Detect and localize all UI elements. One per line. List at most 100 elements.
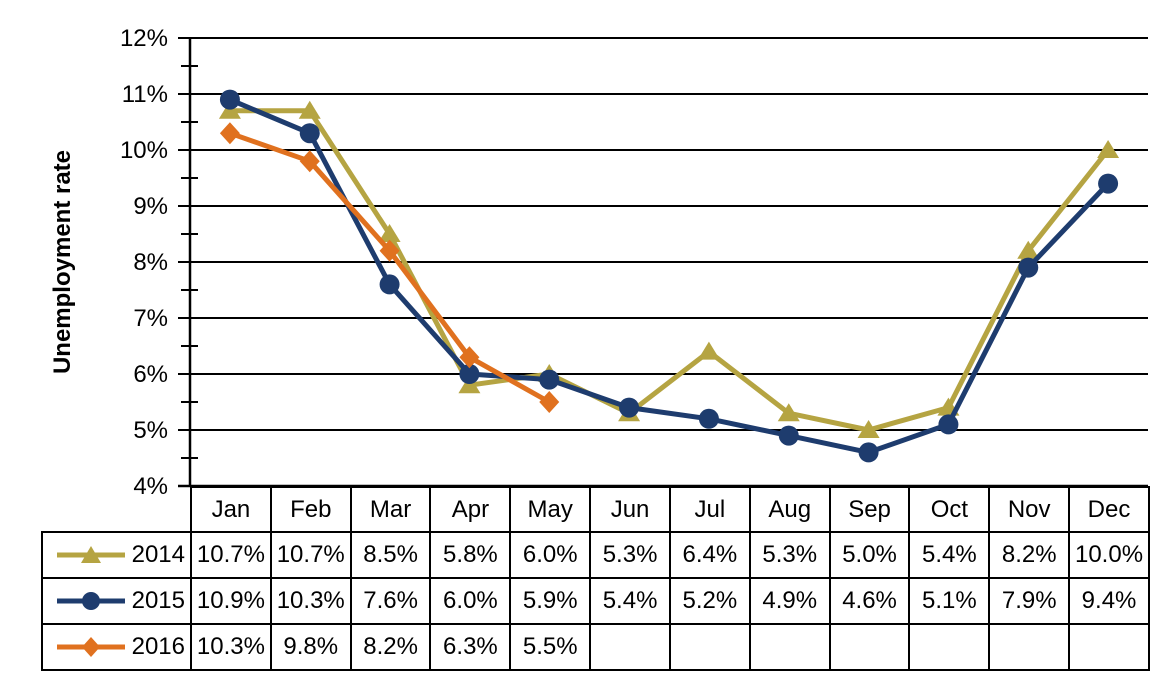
month-header-sep: Sep [828, 486, 911, 533]
month-header-may: May [509, 486, 592, 533]
value-cell-2016-sep [828, 623, 911, 671]
value-cell-2015-jul: 5.2% [668, 577, 751, 625]
y-axis-title: Unemployment rate [49, 149, 76, 375]
table-row-2015: 2015 10.9% 10.3% 7.6% 6.0% 5.9% 5.4% 5.2% 4.9% 4.… [41, 577, 1150, 625]
month-header-jul: Jul [668, 486, 751, 533]
point-2015-aug [778, 425, 799, 446]
series-year-label: 2014 [131, 541, 185, 568]
value-cell-2014-apr: 5.8% [429, 531, 512, 579]
y-tick-label: 12% [120, 25, 168, 52]
value-cell-2016-dec [1068, 623, 1150, 671]
series-line-2014 [227, 108, 1111, 433]
point-2015-mar [379, 274, 400, 295]
point-2015-sep [858, 442, 879, 463]
point-2016-feb [299, 150, 320, 173]
point-2015-jun [619, 397, 640, 418]
point-2015-dec [1098, 173, 1119, 194]
value-cell-2016-jun [589, 623, 671, 671]
value-cell-2014-mar: 8.5% [349, 531, 432, 579]
point-2015-may [539, 369, 560, 390]
legend-marker-2016-diamond-icon [81, 637, 100, 657]
value-cell-2014-oct: 5.4% [908, 531, 991, 579]
month-header-feb: Feb [269, 486, 352, 533]
value-cell-2014-aug: 5.3% [748, 531, 831, 579]
point-2014-apr [458, 375, 481, 394]
value-cell-2015-jun: 5.4% [589, 577, 671, 625]
point-2014-nov [1017, 240, 1040, 259]
value-cell-2016-jan: 10.3% [190, 623, 272, 671]
value-cell-2015-dec: 9.4% [1068, 577, 1150, 625]
series-year-label: 2016 [131, 633, 185, 660]
point-2015-feb [299, 123, 320, 144]
value-cell-2014-jul: 6.4% [668, 531, 751, 579]
point-2015-apr [459, 364, 480, 384]
value-cell-2016-may: 5.5% [509, 623, 592, 671]
y-tick-label: 5% [133, 417, 168, 444]
legend-key-2014 [56, 546, 125, 563]
month-header-nov: Nov [988, 486, 1071, 533]
value-cell-2015-oct: 5.1% [908, 577, 991, 625]
y-tick-label: 10% [120, 137, 168, 164]
value-cell-2016-nov [988, 623, 1071, 671]
point-2016-apr [459, 346, 480, 369]
month-header-jun: Jun [589, 486, 671, 533]
value-cell-2016-feb: 9.8% [269, 623, 352, 671]
value-cell-2016-apr: 6.3% [429, 623, 512, 671]
legend-entry-2016: 2016 [44, 633, 185, 661]
value-cell-2014-may: 6.0% [509, 531, 592, 579]
value-cell-2015-feb: 10.3% [269, 577, 352, 625]
month-header-mar: Mar [349, 486, 432, 533]
legend-marker-2015-circle-icon [81, 592, 100, 610]
point-2015-nov [1018, 257, 1039, 278]
point-2014-jul [697, 341, 720, 360]
value-cell-2014-jun: 5.3% [589, 531, 671, 579]
legend-entry-2015: 2015 [44, 587, 185, 615]
point-2016-jan [219, 122, 240, 145]
table-corner-blank [42, 487, 191, 532]
table-row-2014: 2014 10.7% 10.7% 8.5% 5.8% 6.0% 5.3% 6.4% 5.3% 5.… [41, 531, 1150, 579]
table-row-2016: 2016 10.3% 9.8% 8.2% 6.3% 5.5% [41, 623, 1150, 671]
point-2016-may [539, 391, 560, 413]
y-tick-label: 9% [133, 193, 168, 220]
point-2014-dec [1097, 140, 1120, 158]
value-cell-2015-sep: 4.6% [828, 577, 911, 625]
series-year-label: 2015 [131, 587, 185, 614]
point-2015-jan [219, 89, 240, 110]
y-tick-label: 4% [133, 473, 168, 500]
legend-key-2016 [56, 637, 125, 657]
value-cell-2015-apr: 6.0% [429, 577, 512, 625]
y-tick-label: 11% [122, 81, 168, 108]
value-cell-2015-nov: 7.9% [988, 577, 1071, 625]
value-cell-2015-may: 5.9% [509, 577, 592, 625]
point-2014-jan [218, 100, 241, 119]
value-cell-2016-aug [748, 623, 831, 671]
month-header-jan: Jan [190, 486, 272, 533]
month-header-dec: Dec [1068, 486, 1150, 533]
series-line-2015 [227, 97, 1111, 455]
y-tick-label: 7% [133, 305, 168, 332]
value-cell-2016-mar: 8.2% [349, 623, 432, 671]
table-header-row: Jan Feb Mar Apr May Jun Jul Aug Sep Oct Nov Dec [42, 486, 1150, 533]
month-header-aug: Aug [748, 486, 831, 533]
point-2015-jul [698, 408, 719, 429]
value-cell-2014-nov: 8.2% [988, 531, 1071, 579]
value-cell-2014-dec: 10.0% [1068, 531, 1150, 579]
point-2016-mar [379, 239, 400, 262]
value-cell-2015-mar: 7.6% [349, 577, 432, 625]
value-cell-2014-jan: 10.7% [190, 531, 272, 579]
chart-data-table: Jan Feb Mar Apr May Jun Jul Aug Sep Oct Nov Dec 2014… [41, 486, 1150, 671]
legend-marker-2014-triangle-icon [80, 546, 101, 563]
value-cell-2015-jan: 10.9% [190, 577, 272, 625]
point-2014-aug [777, 403, 800, 422]
chart-plot-area: 12% 11% 10% 9% 8% 7% 6% 5% 4% [120, 25, 1148, 500]
point-2014-sep [857, 420, 880, 438]
value-cell-2014-feb: 10.7% [269, 531, 352, 579]
point-2014-mar [378, 224, 401, 242]
y-tick-label: 6% [133, 361, 168, 388]
y-tick-label: 8% [133, 249, 168, 276]
value-cell-2014-sep: 5.0% [828, 531, 911, 579]
legend-cell-2015: 2015 [41, 577, 192, 625]
month-header-apr: Apr [429, 486, 512, 533]
month-header-oct: Oct [908, 486, 991, 533]
